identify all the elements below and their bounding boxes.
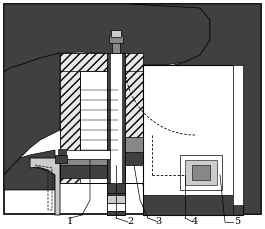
Bar: [143, 195, 243, 215]
Bar: [107, 183, 125, 193]
Polygon shape: [130, 4, 261, 214]
Bar: [110, 53, 122, 193]
Text: 2: 2: [127, 218, 133, 226]
Bar: [60, 53, 80, 183]
Bar: [143, 65, 243, 215]
Bar: [109, 35, 123, 43]
Bar: [60, 53, 143, 183]
Bar: [60, 150, 110, 159]
Bar: [107, 211, 125, 215]
Bar: [107, 53, 125, 215]
Polygon shape: [30, 158, 60, 215]
Bar: [125, 137, 143, 152]
Bar: [60, 157, 125, 165]
Bar: [107, 195, 125, 203]
Text: 3: 3: [155, 218, 161, 226]
Bar: [185, 160, 217, 185]
Bar: [60, 163, 125, 178]
Text: 4: 4: [192, 218, 198, 226]
Bar: [233, 65, 243, 205]
Bar: [60, 53, 143, 71]
Polygon shape: [4, 4, 210, 72]
Polygon shape: [4, 150, 55, 190]
Bar: [118, 53, 143, 160]
Bar: [80, 71, 118, 160]
Text: 1: 1: [67, 218, 73, 226]
Bar: [112, 40, 120, 53]
Bar: [125, 150, 143, 165]
Polygon shape: [4, 53, 60, 175]
Bar: [233, 65, 243, 215]
Bar: [58, 149, 66, 155]
Bar: [107, 203, 125, 211]
Text: 5: 5: [234, 218, 240, 226]
Bar: [55, 155, 67, 163]
Bar: [180, 155, 222, 190]
Bar: [192, 165, 210, 180]
Bar: [111, 30, 121, 37]
